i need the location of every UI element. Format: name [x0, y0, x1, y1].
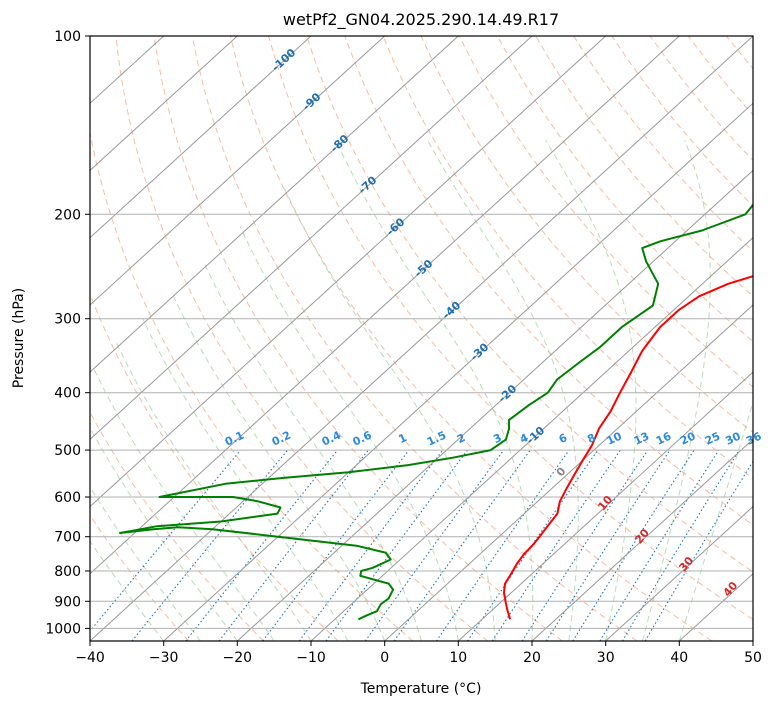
y-axis: 100 200 300 400 500 600 700 800 900 1000 — [45, 29, 90, 637]
mixing-ratio-line — [364, 449, 505, 641]
x-tick-label: −20 — [223, 650, 253, 666]
y-axis-label: Pressure (hPa) — [11, 288, 27, 388]
isotherm-line — [90, 36, 680, 575]
isotherm-line — [236, 169, 753, 641]
moist-adiabat — [142, 318, 349, 641]
mixing-ratio-label: 16 — [654, 429, 674, 447]
y-tick-label: 900 — [54, 594, 81, 610]
isotherm-line — [90, 36, 459, 373]
mixing-ratio-line — [185, 449, 339, 641]
dry-adiabat — [90, 130, 414, 641]
moist-adiabat — [90, 426, 238, 641]
dry-adiabat — [153, 36, 563, 641]
isotherm-line — [90, 36, 312, 239]
y-tick-label: 700 — [54, 530, 81, 546]
plot-frame — [89, 35, 754, 642]
dry-adiabat — [90, 411, 264, 641]
x-tick-label: 20 — [523, 650, 541, 666]
isotherm-line — [163, 102, 753, 641]
moist-adiabat — [90, 540, 165, 641]
x-tick-label: 50 — [744, 650, 762, 666]
y-tick-label: 800 — [54, 564, 81, 580]
moist-adiabat — [116, 342, 312, 641]
y-tick-label: 200 — [54, 207, 81, 223]
x-tick-label: −40 — [75, 650, 105, 666]
y-tick-label: 300 — [54, 312, 81, 328]
x-tick-label: 40 — [670, 650, 688, 666]
mixing-ratio-line — [435, 449, 570, 641]
mixing-ratio-line — [545, 449, 671, 641]
mixing-ratio-line — [521, 449, 649, 641]
isotherm-line — [90, 36, 607, 508]
isotherm-line — [90, 36, 533, 441]
isotherm-line — [457, 371, 753, 641]
x-tick-label: 10 — [449, 650, 467, 666]
dry-adiabat — [268, 36, 753, 621]
x-axis-label: Temperature (°C) — [360, 681, 482, 697]
temperature-profile — [503, 275, 753, 620]
y-tick-label: 1000 — [45, 621, 81, 637]
chart-title: wetPf2_GN04.2025.290.14.49.R17 — [283, 10, 559, 30]
isotherm-line — [310, 236, 753, 641]
y-tick-label: 600 — [54, 490, 81, 506]
dry-adiabat — [382, 36, 753, 480]
mixing-ratio-line — [298, 449, 444, 641]
mixing-ratio-line — [572, 449, 695, 641]
y-tick-label: 400 — [54, 386, 81, 402]
moist-adiabat — [283, 186, 496, 641]
mixing-ratio-label: 13 — [632, 430, 651, 448]
mixing-ratio-line — [90, 449, 242, 632]
dry-adiabat — [90, 514, 190, 641]
isotherm-line — [605, 505, 753, 641]
mixing-ratio-line — [467, 449, 599, 641]
moist-adiabat — [90, 486, 201, 641]
mixing-ratio-line — [491, 449, 621, 641]
dry-adiabat — [535, 36, 753, 297]
dry-adiabat — [496, 36, 753, 343]
mixing-ratio-label: 30 — [723, 429, 743, 447]
mixing-ratio-label: 10 — [605, 429, 625, 447]
y-tick-label: 500 — [54, 443, 81, 459]
mixing-ratio-label: 20 — [678, 429, 698, 447]
profile-lines — [119, 203, 753, 621]
x-axis: −40 −30 −20 −10 0 10 20 30 40 50 — [75, 641, 762, 666]
dry-adiabat — [306, 36, 753, 573]
x-tick-label: 0 — [380, 650, 389, 666]
dry-adiabat — [765, 36, 775, 641]
mixing-ratio-label: 25 — [703, 430, 722, 448]
x-tick-label: −30 — [149, 650, 179, 666]
isotherm-line — [752, 640, 753, 641]
mixing-ratio-line — [621, 449, 740, 641]
mixing-ratio-line — [262, 449, 410, 641]
x-tick-label: −10 — [296, 650, 326, 666]
dry-adiabat — [115, 36, 488, 641]
y-tick-label: 100 — [54, 29, 81, 45]
mixing-ratio-label: 36 — [744, 429, 764, 447]
mixing-ratio-line — [131, 449, 289, 641]
dewpoint-profile — [119, 203, 753, 621]
x-tick-label: 30 — [597, 650, 615, 666]
isotherm-line — [384, 304, 753, 641]
isotherm-line — [90, 36, 753, 641]
isotherm-line — [90, 36, 238, 172]
moist-adiabat — [239, 226, 459, 641]
isotherm-line — [531, 438, 753, 641]
pressure-grid — [90, 36, 753, 629]
isotherm-line — [90, 36, 386, 306]
dry-adiabat — [191, 36, 638, 641]
